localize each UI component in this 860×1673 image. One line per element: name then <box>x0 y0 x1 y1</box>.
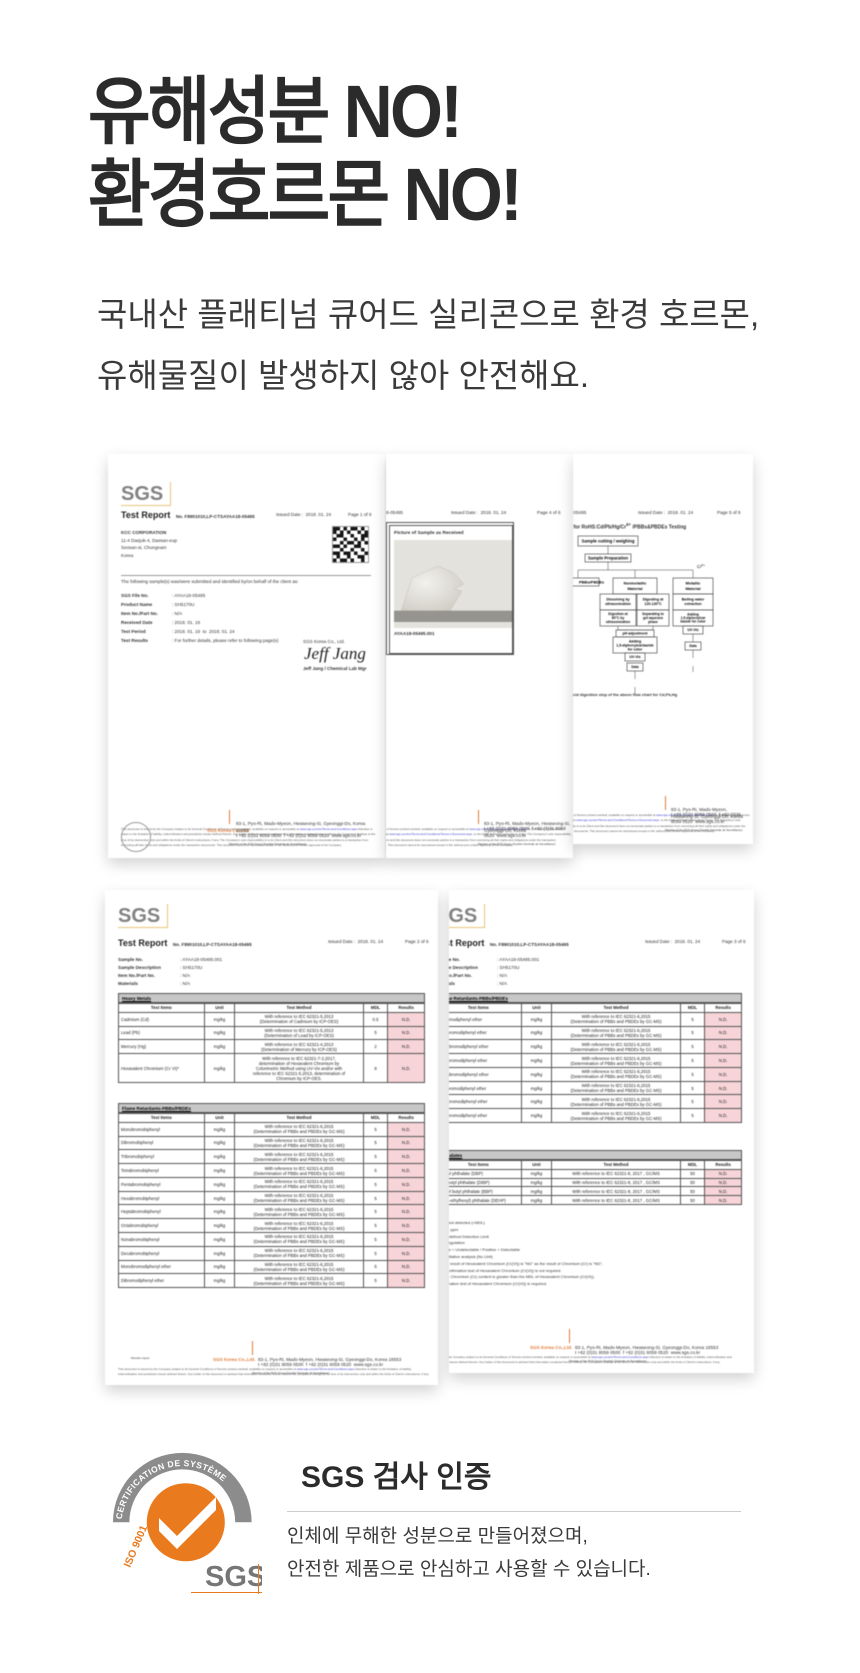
svg-text:SGS: SGS <box>205 1561 262 1593</box>
svg-text:for color: for color <box>628 648 643 652</box>
svg-text:pH adjustment: pH adjustment <box>623 632 649 636</box>
svg-text:Data: Data <box>631 665 638 669</box>
svg-text:Data: Data <box>689 644 696 648</box>
svg-text:Cr6+: Cr6+ <box>697 563 705 569</box>
svg-text:Nonmetallic: Nonmetallic <box>624 581 647 586</box>
svg-text:ISO 9001: ISO 9001 <box>122 1523 150 1569</box>
svg-text:Material: Material <box>685 586 700 591</box>
svg-text:Boiling water: Boiling water <box>682 598 705 602</box>
svg-text:Sample cutting / weighing: Sample cutting / weighing <box>582 539 635 544</box>
svg-text:Sample Preparation: Sample Preparation <box>588 556 629 561</box>
svg-text:Material: Material <box>627 586 642 591</box>
svg-text:ultrasonication: ultrasonication <box>605 602 631 606</box>
svg-text:ultrasonication: ultrasonication <box>606 620 630 624</box>
svg-text:120-130°C: 120-130°C <box>644 602 662 606</box>
svg-text:Digesting at: Digesting at <box>643 598 664 602</box>
svg-text:PBBs/PBDEs: PBBs/PBDEs <box>579 579 605 584</box>
svg-text:UV-Vis: UV-Vis <box>629 655 640 659</box>
svg-text:Dissolving by: Dissolving by <box>606 598 629 602</box>
svg-text:extraction: extraction <box>684 602 701 606</box>
svg-text:phase: phase <box>648 620 658 624</box>
svg-text:UV-Vis: UV-Vis <box>687 628 698 632</box>
svg-text:Metallic: Metallic <box>686 581 701 586</box>
svg-text:bazide for color: bazide for color <box>680 620 706 624</box>
